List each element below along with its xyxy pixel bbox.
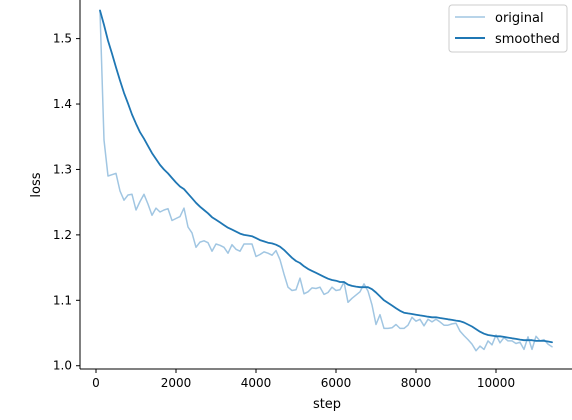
legend: original smoothed: [448, 4, 568, 53]
x-tick-label: 2000: [161, 376, 192, 390]
series-line-original: [99, 9, 553, 352]
y-tick-label: 1.0: [53, 359, 72, 373]
legend-label-original: original: [495, 11, 544, 26]
y-tick-label: 1.5: [53, 32, 72, 46]
y-ticks: 1.0 1.1 1.2 1.3 1.4 1.5: [53, 32, 80, 373]
x-tick-label: 4000: [241, 376, 272, 390]
x-ticks: 0 2000 4000 6000 8000 10000: [92, 369, 515, 390]
series-line-smoothed: [99, 9, 553, 344]
axes: [79, 0, 572, 370]
y-tick-label: 1.2: [53, 228, 72, 242]
legend-label-smoothed: smoothed: [495, 32, 560, 47]
x-tick-label: 10000: [477, 376, 515, 390]
y-tick-label: 1.3: [53, 162, 72, 176]
x-tick-label: 6000: [321, 376, 352, 390]
x-axis-label: step: [313, 397, 341, 412]
y-axis-label: loss: [29, 172, 44, 197]
x-tick-label: 0: [92, 376, 100, 390]
y-tick-label: 1.1: [53, 293, 72, 307]
x-tick-label: 8000: [401, 376, 432, 390]
y-tick-label: 1.4: [53, 97, 72, 111]
plot-area: [99, 9, 553, 352]
